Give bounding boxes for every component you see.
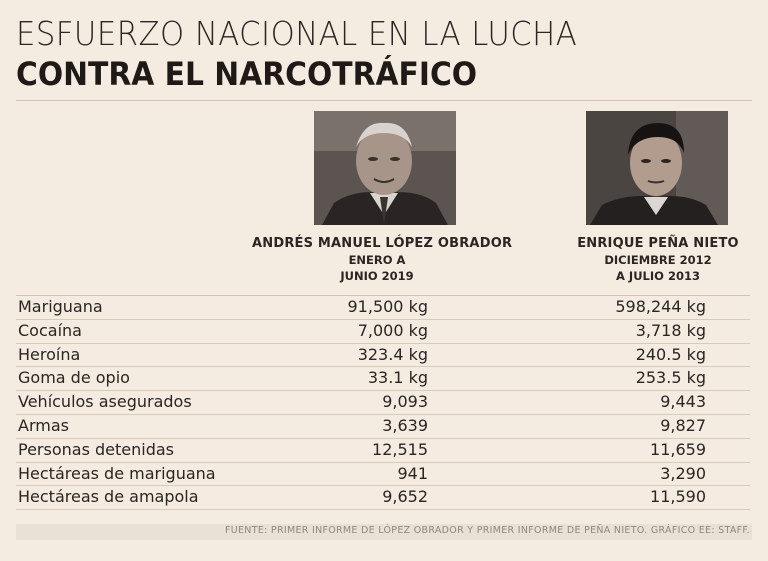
table-row: Goma de opio 33.1 kg 253.5 kg: [16, 367, 750, 392]
value-pena-nieto: 11,590: [650, 487, 706, 507]
value-pena-nieto: 598,244 kg: [615, 297, 706, 316]
column-name: ENRIQUE PEÑA NIETO: [577, 236, 739, 251]
table-row: Mariguana 91,500 kg 598,244 kg: [16, 296, 750, 320]
table-row: Armas 3,639 9,827: [16, 415, 750, 439]
table-row: Hectáreas de amapola 9,652 11,590: [16, 486, 750, 511]
value-lopez-obrador: 941: [397, 463, 428, 483]
header-divider: [16, 100, 752, 101]
photo-pena-nieto: [586, 111, 728, 225]
row-label: Hectáreas de amapola: [18, 487, 199, 507]
value-pena-nieto: 9,443: [660, 392, 706, 412]
row-label: Personas detenidas: [18, 439, 174, 459]
column-header-lopez-obrador: ANDRÉS MANUEL LÓPEZ OBRADOR ENERO A JUNI…: [252, 236, 513, 284]
row-label: Goma de opio: [18, 368, 130, 388]
page-title-line2: CONTRA EL NARCOTRÁFICO: [16, 55, 478, 93]
row-label: Hectáreas de mariguana: [18, 463, 216, 483]
value-lopez-obrador: 9,093: [382, 392, 428, 412]
row-label: Cocaína: [18, 320, 82, 340]
value-lopez-obrador: 7,000 kg: [357, 320, 428, 340]
comparison-table: Mariguana 91,500 kg 598,244 kg Cocaína 7…: [16, 295, 750, 511]
photo-lopez-obrador: [314, 111, 456, 225]
source-note: FUENTE: PRIMER INFORME DE LÓPEZ OBRADOR …: [224, 525, 750, 536]
value-pena-nieto: 240.5 kg: [635, 344, 706, 364]
value-pena-nieto: 9,827: [660, 415, 706, 435]
value-pena-nieto: 253.5 kg: [635, 368, 706, 388]
value-lopez-obrador: 12,515: [372, 439, 428, 459]
table-row: Vehículos asegurados 9,093 9,443: [16, 391, 750, 415]
row-label: Heroína: [18, 344, 81, 364]
table-row: Heroína 323.4 kg 240.5 kg: [16, 344, 750, 368]
column-period-start: DICIEMBRE 2012: [604, 253, 712, 267]
column-period-end: A JULIO 2013: [616, 269, 700, 283]
page-title-line1: ESFUERZO NACIONAL EN LA LUCHA: [16, 14, 578, 53]
column-period-start: ENERO A: [348, 253, 406, 267]
value-lopez-obrador: 323.4 kg: [357, 344, 428, 364]
column-period-end: JUNIO 2019: [340, 269, 414, 283]
row-label: Armas: [18, 415, 69, 435]
value-lopez-obrador: 33.1 kg: [367, 368, 428, 388]
table-row: Cocaína 7,000 kg 3,718 kg: [16, 320, 750, 344]
value-pena-nieto: 3,290: [660, 463, 706, 483]
table-row: Personas detenidas 12,515 11,659: [16, 439, 750, 463]
value-pena-nieto: 3,718 kg: [635, 320, 706, 340]
column-header-pena-nieto: ENRIQUE PEÑA NIETO DICIEMBRE 2012 A JULI…: [570, 236, 746, 284]
table-row: Hectáreas de mariguana 941 3,290: [16, 463, 750, 487]
value-pena-nieto: 11,659: [650, 439, 706, 459]
row-label: Mariguana: [18, 297, 103, 316]
value-lopez-obrador: 9,652: [382, 487, 428, 507]
row-label: Vehículos asegurados: [18, 392, 192, 412]
column-name: ANDRÉS MANUEL LÓPEZ OBRADOR: [252, 236, 513, 251]
value-lopez-obrador: 3,639: [382, 415, 428, 435]
value-lopez-obrador: 91,500 kg: [347, 297, 429, 316]
source-bar: [16, 524, 752, 540]
